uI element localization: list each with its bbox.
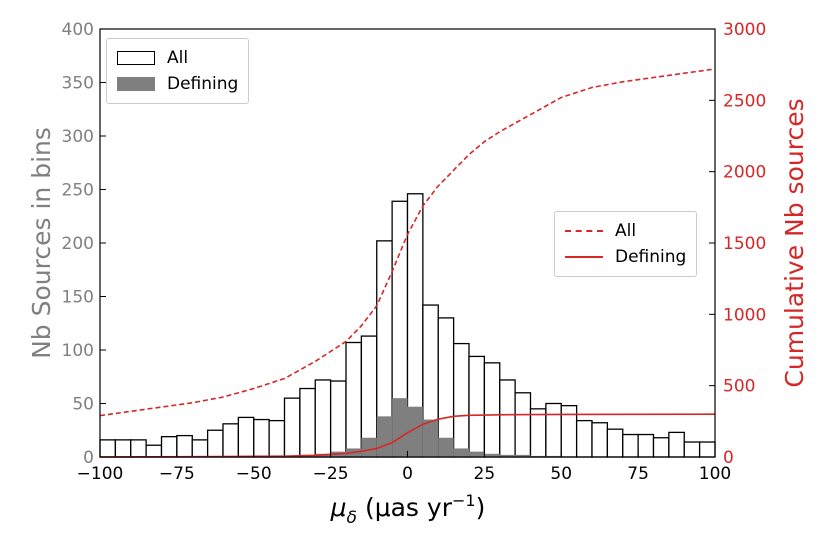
histogram-bar-all: [452, 342, 470, 458]
y-right-tick-label: 500: [723, 377, 755, 397]
histogram-bar-all: [622, 433, 639, 458]
histogram-bar-all: [483, 362, 501, 458]
histogram-bar-all: [668, 431, 685, 458]
legend-item-defining: Defining: [117, 71, 238, 97]
histogram-bar-all: [637, 433, 655, 458]
cumulative-all-line: [99, 68, 716, 417]
cumulative-defining-line: [99, 413, 716, 458]
legend-swatch-dashed: [565, 230, 603, 232]
histogram-bar-all: [575, 419, 593, 458]
histogram-bar-all: [114, 439, 132, 458]
y-left-tick-label: 50: [72, 395, 94, 415]
histogram-bar-defining: [438, 437, 454, 457]
histogram-bar-all: [314, 379, 332, 458]
histogram-bar-all: [698, 441, 716, 458]
histogram-bar-all: [652, 437, 670, 458]
y-right-tick-label: 2500: [723, 91, 766, 111]
histogram-bar-all: [130, 439, 147, 458]
y-right-tick-label: 0: [723, 448, 734, 468]
legend-label-defining: Defining: [167, 74, 239, 94]
histogram-bar-all: [499, 379, 516, 458]
histogram-bar-all: [160, 436, 178, 458]
y-left-tick-label: 250: [62, 181, 94, 201]
histogram-bar-defining: [361, 437, 377, 457]
histogram-bar-all: [529, 408, 547, 458]
x-tick-label: −50: [236, 464, 272, 484]
x-axis-label: μδ (μas yr−1): [330, 491, 486, 528]
histogram-bar-all: [191, 439, 209, 458]
x-axis-label-exponent: −1: [452, 491, 476, 510]
x-tick-label: 100: [699, 464, 731, 484]
x-tick-label: −100: [77, 464, 124, 484]
x-axis-label-symbol: μ: [330, 493, 347, 522]
legend-item-cumulative-all: All: [565, 218, 686, 244]
histogram-bar-all: [545, 402, 562, 458]
x-tick-label: 25: [474, 464, 496, 484]
legend-label-cumulative-all: All: [615, 221, 637, 241]
histogram-bar-all: [283, 397, 301, 458]
y-right-tick-label: 1500: [723, 234, 766, 254]
x-axis-label-units: (μas yr: [365, 493, 453, 522]
histogram-bar-all: [468, 355, 486, 458]
histogram-bar-all: [329, 380, 347, 458]
legend-cumulative: All Defining: [554, 211, 698, 277]
histogram-bar-all: [299, 387, 316, 458]
y-left-tick-label: 350: [62, 74, 94, 94]
histogram-bar-defining: [453, 448, 469, 457]
axis-ticks: −100 −75 −50 −25 0 25 50 75 10005010015020025030…: [62, 20, 767, 484]
histogram-bar-defining: [422, 419, 439, 457]
x-tick-label: −25: [313, 464, 349, 484]
legend-histogram: All Defining: [106, 38, 250, 104]
left-axis-label: Nb Sources in bins: [27, 127, 56, 359]
histogram-bar-all: [683, 441, 701, 458]
histogram-bar-defining: [515, 454, 531, 457]
histogram-bar-all: [514, 392, 532, 458]
legend-item-cumulative-defining: Defining: [565, 244, 686, 270]
legend-swatch-solid: [565, 256, 603, 258]
y-left-tick-label: 0: [83, 448, 94, 468]
legend-swatch-outline: [117, 51, 155, 65]
histogram-bar-all: [606, 428, 624, 458]
legend-swatch-filled: [117, 77, 155, 91]
y-left-tick-label: 300: [62, 127, 94, 147]
histogram-bar-defining: [499, 454, 516, 457]
histogram-bar-all: [176, 434, 193, 458]
x-axis-label-subscript: δ: [347, 508, 357, 528]
histogram-bar-defining: [392, 398, 408, 457]
x-axis-label-close: ): [476, 493, 486, 522]
histogram-bar-all: [591, 422, 609, 458]
legend-label-cumulative-defining: Defining: [615, 247, 687, 267]
legend-label-all: All: [167, 48, 189, 68]
cumulative-lines: [99, 68, 716, 458]
histogram-bar-all: [437, 317, 455, 458]
y-left-tick-label: 150: [62, 288, 94, 308]
right-axis-label: Cumulative Nb sources: [780, 98, 809, 387]
histogram-all-series: [99, 193, 716, 458]
histogram-bar-defining: [376, 416, 393, 457]
histogram-bar-all: [206, 429, 224, 458]
histogram-bar-all: [560, 404, 578, 458]
x-tick-label: 0: [402, 464, 413, 484]
histogram-bar-all: [237, 416, 255, 458]
histogram-bar-defining: [407, 406, 423, 457]
histogram-bar-all: [99, 439, 117, 458]
histogram-bar-defining: [469, 451, 485, 457]
legend-item-all: All: [117, 45, 238, 71]
y-left-tick-label: 100: [62, 341, 94, 361]
y-left-tick-label: 400: [62, 20, 94, 40]
x-tick-label: 50: [550, 464, 572, 484]
histogram-bar-defining: [484, 453, 500, 457]
histogram-bar-all: [145, 444, 163, 458]
histogram-bar-all: [253, 418, 270, 458]
histogram-bar-all: [222, 423, 240, 458]
y-left-tick-label: 200: [62, 234, 94, 254]
y-right-tick-label: 3000: [723, 20, 766, 40]
histogram-bar-all: [268, 419, 286, 458]
y-right-tick-label: 1000: [723, 305, 766, 325]
histogram-bar-all: [345, 341, 363, 458]
x-tick-label: 75: [627, 464, 649, 484]
y-right-tick-label: 2000: [723, 163, 766, 183]
x-tick-label: −75: [159, 464, 195, 484]
